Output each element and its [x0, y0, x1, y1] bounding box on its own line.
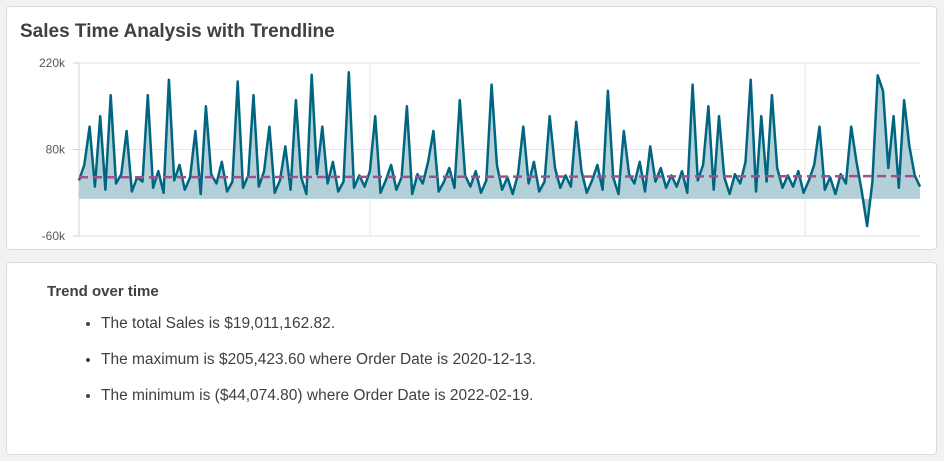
- chart-card: Sales Time Analysis with Trendline 220k 8…: [6, 6, 937, 250]
- chart-title: Sales Time Analysis with Trendline: [20, 21, 335, 42]
- y-tick-label: 220k: [39, 56, 66, 70]
- y-tick-label: -60k: [42, 229, 66, 243]
- y-tick-label: 80k: [46, 143, 66, 157]
- insights-heading: Trend over time: [47, 283, 159, 300]
- insights-card: Trend over time The total Sales is $19,0…: [6, 262, 937, 455]
- insights-list: The total Sales is $19,011,162.82. The m…: [61, 313, 536, 421]
- insight-maximum: The maximum is $205,423.60 where Order D…: [101, 349, 536, 385]
- insight-minimum: The minimum is ($44,074.80) where Order …: [101, 385, 536, 421]
- trendline: [78, 174, 921, 179]
- line-chart[interactable]: 220k 80k -60k: [7, 7, 938, 251]
- insight-total: The total Sales is $19,011,162.82.: [101, 313, 536, 349]
